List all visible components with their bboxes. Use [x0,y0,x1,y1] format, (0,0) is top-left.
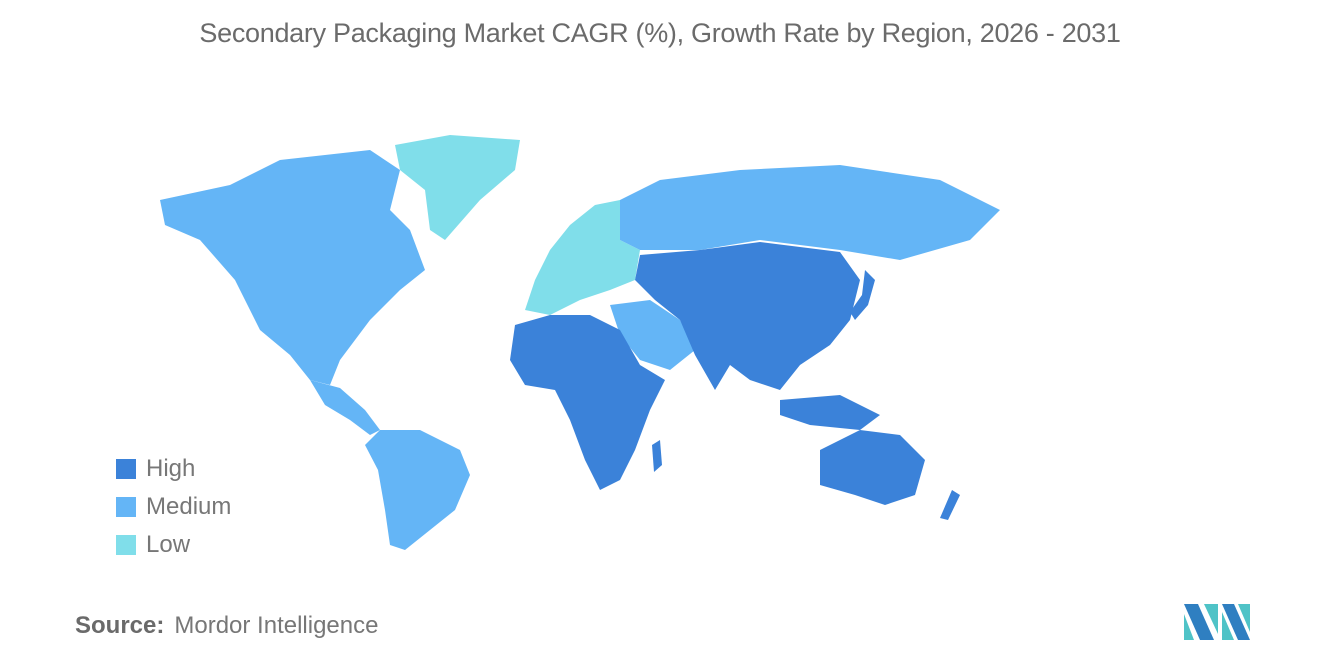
legend-label: Medium [146,493,232,520]
legend-label: High [146,455,196,482]
region-south-america [365,430,470,550]
region-australia [820,430,925,505]
legend-item-low: Low [116,526,231,564]
source-line: Source: Mordor Intelligence [75,612,378,640]
swatch-high [116,459,136,479]
legend-label: Low [146,531,191,558]
region-new-zealand [940,490,960,520]
region-europe [525,200,640,315]
region-madagascar [652,440,662,472]
region-central-america [310,380,380,435]
region-russia [620,165,1000,260]
legend: High Medium Low [116,450,231,564]
legend-item-medium: Medium [116,488,231,526]
legend-item-high: High [116,450,231,488]
region-africa [510,315,665,490]
swatch-medium [116,497,136,517]
region-southeast-asia [780,395,880,430]
chart-title: Secondary Packaging Market CAGR (%), Gro… [199,18,1121,48]
region-greenland [395,135,520,240]
region-japan [850,270,875,320]
world-map [160,135,1000,550]
mordor-logo-icon [1184,604,1250,640]
region-north-america [160,150,425,385]
region-asia [635,242,860,390]
source-value: Mordor Intelligence [174,612,379,639]
region-middle-east [610,300,695,370]
swatch-low [116,535,136,555]
source-label: Source: [75,612,165,639]
